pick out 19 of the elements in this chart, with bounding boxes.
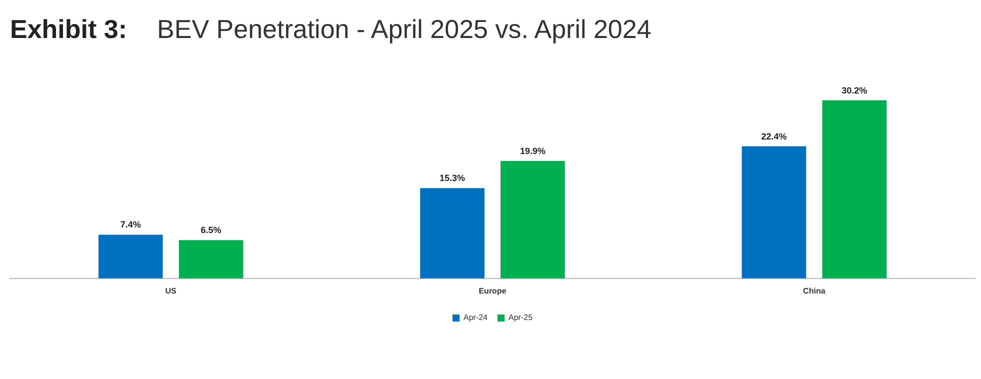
legend-label: Apr-25 bbox=[508, 313, 534, 322]
bar bbox=[500, 161, 565, 278]
bar bbox=[822, 100, 887, 278]
chart-title: Exhibit 3: bbox=[10, 14, 128, 44]
bar bbox=[178, 240, 244, 278]
data-label: 22.4% bbox=[761, 131, 787, 142]
bar bbox=[420, 188, 484, 278]
data-label: 15.3% bbox=[440, 173, 466, 184]
bar bbox=[98, 234, 163, 278]
data-label: 6.5% bbox=[200, 225, 222, 236]
x-tick-label: Europe bbox=[478, 286, 507, 296]
data-label: 7.4% bbox=[120, 220, 141, 230]
bar bbox=[742, 146, 806, 278]
x-tick-label: China bbox=[803, 286, 826, 296]
chart-subtitle: BEV Penetration - April 2025 vs. April 2024 bbox=[157, 14, 652, 44]
x-tick-label: US bbox=[165, 286, 178, 296]
legend-label: Apr-24 bbox=[463, 313, 488, 322]
data-label: 19.9% bbox=[520, 146, 546, 156]
data-label: 30.2% bbox=[842, 85, 868, 96]
